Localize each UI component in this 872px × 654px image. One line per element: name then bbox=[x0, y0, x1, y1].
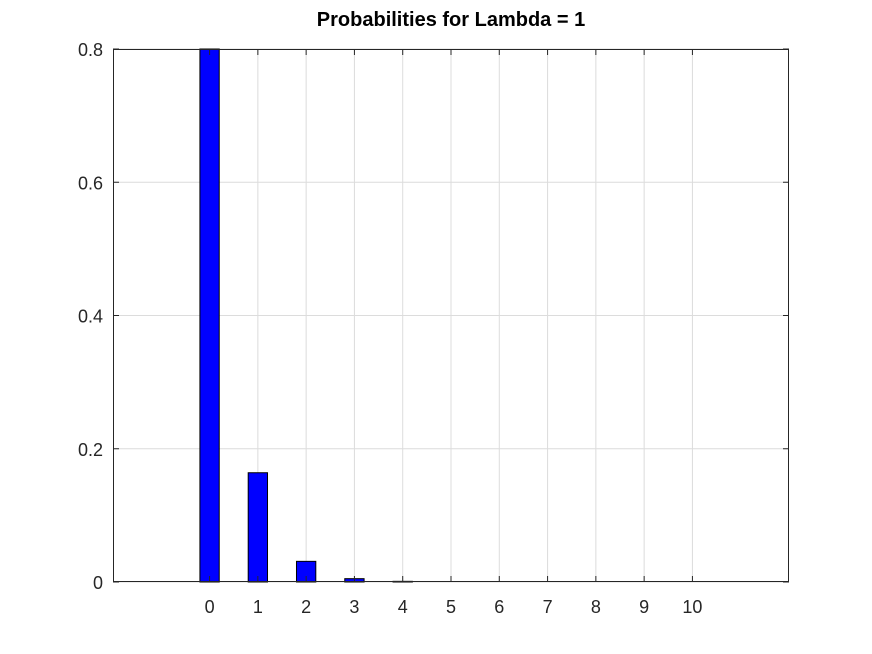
x-tick-label: 6 bbox=[494, 597, 504, 617]
x-tick-label: 5 bbox=[446, 597, 456, 617]
chart-title: Probabilities for Lambda = 1 bbox=[317, 9, 585, 31]
y-tick-label: 0.2 bbox=[78, 440, 103, 460]
axis-ticks bbox=[113, 48, 789, 583]
bar-1 bbox=[247, 472, 269, 583]
bar-0 bbox=[199, 48, 220, 583]
x-tick-label: 7 bbox=[543, 597, 553, 617]
x-tick-label: 8 bbox=[591, 597, 601, 617]
y-tick-label: 0.4 bbox=[78, 307, 103, 327]
y-tick-label: 0.6 bbox=[78, 173, 103, 193]
y-tick-label: 0.8 bbox=[78, 40, 103, 60]
y-tick-labels: 0 0.2 0.4 0.6 0.8 bbox=[78, 40, 103, 593]
x-tick-label: 1 bbox=[253, 597, 263, 617]
x-tick-label: 2 bbox=[301, 597, 311, 617]
x-tick-label: 9 bbox=[639, 597, 649, 617]
x-tick-labels: 0 1 2 3 4 5 6 7 8 9 10 bbox=[205, 597, 703, 617]
x-tick-label: 0 bbox=[205, 597, 215, 617]
x-tick-label: 3 bbox=[349, 597, 359, 617]
x-tick-label: 4 bbox=[398, 597, 408, 617]
y-tick-label: 0 bbox=[93, 573, 103, 593]
x-tick-label: 10 bbox=[682, 597, 702, 617]
